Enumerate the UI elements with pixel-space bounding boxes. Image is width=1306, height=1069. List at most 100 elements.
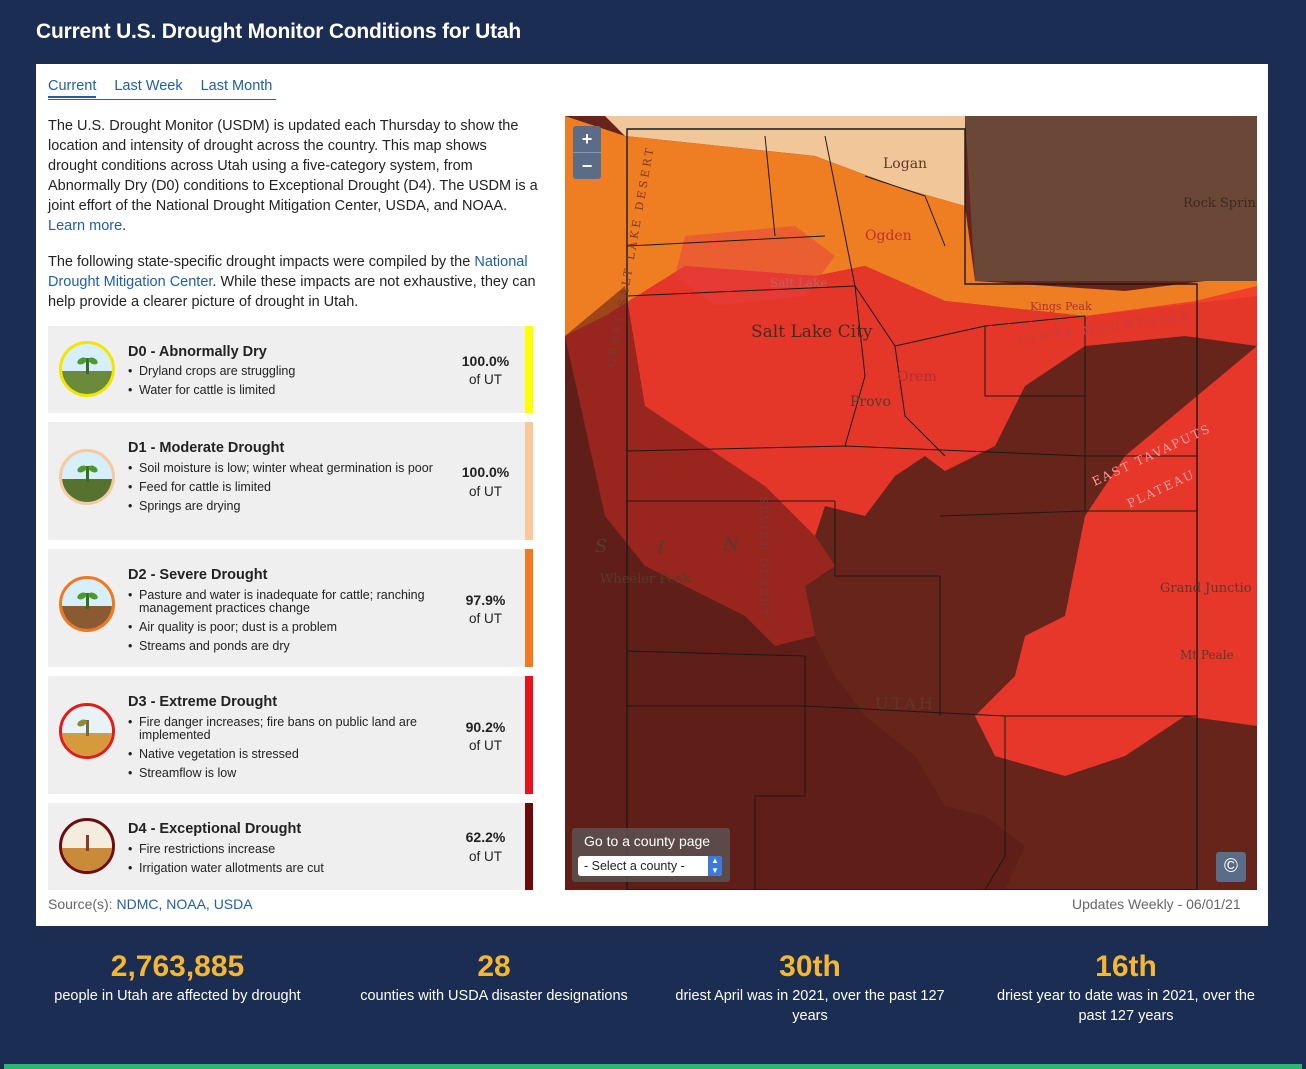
impact-item: Air quality is poor; dust is a problem (128, 621, 433, 635)
impact-item: Feed for cattle is limited (128, 481, 433, 495)
map-label-salt-lake-city: Salt Lake City (751, 322, 873, 342)
category-of-state: of UT (468, 611, 502, 626)
county-select[interactable]: - Select a county - ▲ ▼ (578, 856, 722, 876)
category-percent: 100.0% (461, 353, 510, 369)
stat-number: 2,763,885 (110, 950, 245, 983)
ndmc-link[interactable]: National Drought Mitigation Center (48, 254, 528, 290)
copyright-icon[interactable]: © (1216, 852, 1246, 882)
county-selector-label: Go to a county page (584, 833, 711, 849)
map-label-basin-s: S (595, 536, 612, 557)
category-percent: 97.9% (465, 592, 506, 608)
impact-item: Streams and ponds are dry (128, 640, 433, 654)
category-card-d1: D1 - Moderate Drought Soil moisture is l… (48, 422, 533, 540)
category-title: D3 - Extreme Drought (128, 694, 278, 710)
stat-text: driest April was in 2021, over the past … (675, 988, 945, 1024)
map-label-mt-peale: Mt Peale (1180, 648, 1234, 662)
map-label-logan: Logan (883, 156, 928, 172)
select-arrows-icon: ▲ ▼ (708, 856, 722, 876)
map-label-salt-lake: Salt Lake (770, 276, 828, 290)
county-selector-box: Go to a county page - Select a county - … (572, 828, 730, 882)
map-canvas (565, 116, 1257, 890)
map-label-sevier-desert: SEVIER DESERT (757, 496, 770, 618)
category-of-state: of UT (468, 372, 502, 387)
stat-driest-april: 30th driest April was in 2021, over the … (665, 950, 955, 1026)
category-card-d0: D0 - Abnormally Dry Dryland crops are st… (48, 326, 533, 413)
impact-item: Fire danger increases; fire bans on publ… (128, 716, 433, 742)
zoom-out-button[interactable]: − (581, 156, 593, 176)
map-label-provo: Provo (850, 394, 891, 410)
category-title: D4 - Exceptional Drought (128, 821, 302, 837)
stat-driest-year: 16th driest year to date was in 2021, ov… (990, 950, 1262, 1026)
bottom-accent-line (4, 1064, 1302, 1069)
category-color-bar (525, 422, 533, 540)
wilting-sprout-icon (59, 576, 115, 632)
map-label-basin-n: N (723, 534, 739, 555)
category-color-bar (525, 326, 533, 413)
tab-last-week[interactable]: Last Week (114, 78, 183, 94)
intro-paragraph-1: The U.S. Drought Monitor (USDM) is updat… (48, 118, 538, 234)
cracked-ground-icon (59, 703, 115, 759)
stat-text: driest year to date was in 2021, over th… (997, 988, 1255, 1024)
drought-panel: Current Last Week Last Month The U.S. Dr… (36, 64, 1268, 926)
sources-links[interactable]: NDMC, NOAA, USDA (116, 896, 253, 912)
impact-list: Fire danger increases; fire bans on publ… (128, 716, 433, 786)
map-label-utah: UTAH (875, 694, 936, 713)
category-card-d4: D4 - Exceptional Drought Fire restrictio… (48, 803, 533, 890)
map-label-grand-junction: Grand Junctio (1160, 581, 1252, 596)
impact-item: Water for cattle is limited (128, 384, 433, 398)
category-of-state: of UT (468, 484, 502, 499)
impact-item: Springs are drying (128, 500, 433, 514)
intro-text: The U.S. Drought Monitor (USDM) is updat… (48, 116, 538, 328)
time-tabs: Current Last Week Last Month (48, 78, 272, 98)
category-percent: 90.2% (465, 719, 506, 735)
sources-line: Source(s): NDMC, NOAA, USDA (48, 896, 253, 912)
map-label-kings-peak: Kings Peak (1030, 300, 1092, 313)
impact-list: Soil moisture is low; winter wheat germi… (128, 462, 433, 519)
category-title: D2 - Severe Drought (128, 567, 268, 583)
map-label-wheeler-peak: Wheeler Peak (600, 572, 691, 587)
stat-number: 28 (477, 950, 511, 983)
intro-paragraph-2: The following state-specific drought imp… (48, 254, 536, 310)
tabs-underline (48, 99, 276, 100)
impact-item: Native vegetation is stressed (128, 748, 433, 762)
tab-current[interactable]: Current (48, 78, 97, 98)
category-card-d3: D3 - Extreme Drought Fire danger increas… (48, 676, 533, 794)
impact-item: Soil moisture is low; winter wheat germi… (128, 462, 433, 476)
stat-people-affected: 2,763,885 people in Utah are affected by… (40, 950, 315, 1006)
page-title: Current U.S. Drought Monitor Conditions … (36, 20, 522, 43)
category-color-bar (525, 676, 533, 794)
category-color-bar (525, 803, 533, 890)
drought-category-list: D0 - Abnormally Dry Dryland crops are st… (48, 326, 533, 899)
category-card-d2: D2 - Severe Drought Pasture and water is… (48, 549, 533, 667)
learn-more-link[interactable]: Learn more (48, 218, 123, 234)
stat-number: 30th (779, 950, 841, 983)
impact-list: Dryland crops are struggling Water for c… (128, 365, 433, 403)
stat-number: 16th (1095, 950, 1157, 983)
impact-list: Pasture and water is inadequate for catt… (128, 589, 433, 659)
stats-bar: 2,763,885 people in Utah are affected by… (0, 950, 1306, 1060)
drought-map[interactable]: Logan Ogden Salt Lake Salt Lake City Ore… (565, 116, 1257, 890)
category-of-state: of UT (468, 738, 502, 753)
zoom-in-button[interactable]: + (573, 126, 601, 153)
impact-item: Irrigation water allotments are cut (128, 862, 433, 876)
stat-text: counties with USDA disaster designations (360, 988, 628, 1004)
tab-last-month[interactable]: Last Month (200, 78, 273, 94)
impact-item: Pasture and water is inadequate for catt… (128, 589, 433, 615)
impact-item: Fire restrictions increase (128, 843, 433, 857)
category-of-state: of UT (468, 849, 502, 864)
sprout-icon (59, 449, 115, 505)
stat-disaster-counties: 28 counties with USDA disaster designati… (350, 950, 638, 1006)
category-percent: 62.2% (465, 829, 506, 845)
map-label-orem: Orem (897, 369, 937, 385)
map-label-basin-i: I (657, 538, 665, 559)
category-title: D0 - Abnormally Dry (128, 344, 267, 360)
category-title: D1 - Moderate Drought (128, 440, 285, 456)
dead-plant-icon (59, 818, 115, 874)
impact-list: Fire restrictions increase Irrigation wa… (128, 843, 433, 881)
zoom-control: + − (573, 126, 601, 179)
category-color-bar (525, 549, 533, 667)
map-label-rock-springs: Rock Sprin (1183, 196, 1256, 211)
impact-item: Streamflow is low (128, 767, 433, 781)
updates-date: Updates Weekly - 06/01/21 (1072, 896, 1241, 912)
category-percent: 100.0% (461, 464, 510, 480)
